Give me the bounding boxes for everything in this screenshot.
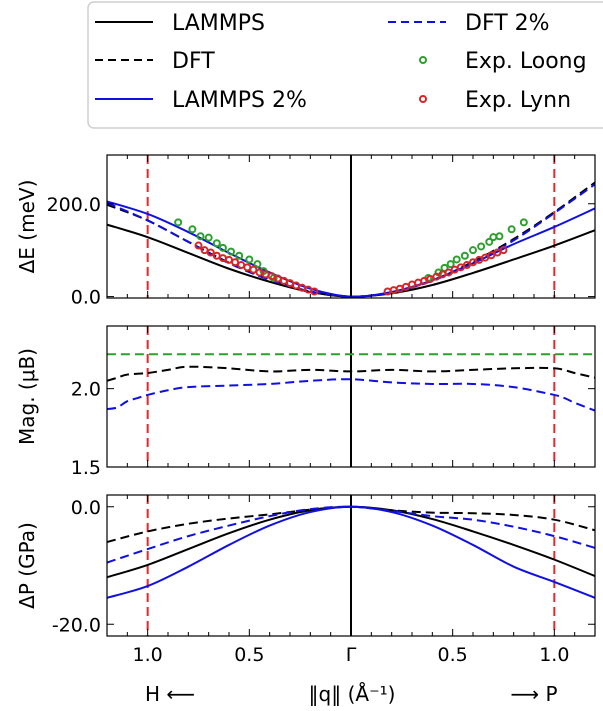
data-point [519,218,528,227]
plot-area [107,326,595,467]
x-tick-label: Γ [346,644,357,666]
data-point [243,263,252,272]
data-point [174,218,183,227]
legend-box [87,1,603,129]
y-tick-label: 0.0 [71,497,101,519]
y-tick-label: 0.0 [71,287,101,309]
series-line [107,505,595,564]
data-point [383,287,392,296]
legend-label: Exp. Loong [465,49,587,74]
data-point [279,276,288,285]
data-point [389,286,398,295]
data-point [310,287,319,296]
data-point [432,272,441,281]
data-point [235,251,244,260]
legend: LAMMPS DFT 2% DFT Exp. Loong LAMMPS 2% Exp. L… [87,1,603,129]
data-point [489,233,498,242]
x-axis-left-label: H ⟵ [145,682,195,706]
data-point [292,281,301,290]
data-point [231,258,240,267]
data-point [204,233,213,242]
data-point [456,263,465,272]
legend-marker [419,95,427,103]
data-point [462,261,471,270]
data-point [286,279,294,288]
data-point [507,225,516,234]
data-point [469,246,477,255]
data-point [414,278,423,287]
data-point [452,255,461,264]
x-axis-label: ‖q‖ (Å⁻¹) [309,682,396,706]
x-tick-label: 1.0 [133,644,163,666]
legend-label: DFT 2% [465,11,550,36]
x-axis-right-label: ⟶ P [510,682,557,706]
y-tick-label: 200.0 [47,194,101,216]
x-tick-label: 1.0 [539,644,569,666]
y-tick-label: 2.0 [71,379,101,401]
data-point [245,255,254,264]
data-point [495,232,504,241]
data-point [225,255,233,264]
series-line [107,365,595,382]
y-axis-label: Mag. (μB) [15,348,39,445]
data-point [218,243,227,252]
legend-label: LAMMPS 2% [172,88,307,113]
data-point [438,270,447,279]
y-axis-label: ΔP (GPa) [15,522,39,609]
data-point [298,283,307,292]
data-point [395,284,404,293]
data-point [196,232,205,241]
data-point [401,282,410,291]
data-point [477,242,486,251]
data-point [440,263,449,272]
panel-3: 0.0 -20.0 ΔP (GPa) [15,494,596,637]
y-axis-label: ΔE (meV) [15,180,39,274]
data-point [237,261,246,270]
data-point [188,225,197,234]
data-point [249,265,258,274]
data-point [460,251,469,260]
data-point [206,248,215,257]
legend-label: Exp. Lynn [465,88,571,113]
data-point [499,246,508,255]
panel-2: 1.5 2.0 Mag. (μB) [15,325,596,479]
series-line [107,505,595,543]
legend-marker [419,56,427,64]
data-point [408,280,416,289]
legend-label: LAMMPS [172,11,265,36]
data-point [444,268,453,277]
panel-1: 0.0 200.0 ΔE (meV) [15,154,596,309]
data-point [194,241,203,250]
data-point [200,246,209,255]
data-point [450,265,459,274]
data-point [212,251,221,260]
y-tick-label: -20.0 [52,614,101,636]
series-line [107,183,595,298]
y-tick-label: 1.5 [71,457,101,479]
data-point [485,237,494,246]
data-point [487,251,496,260]
series-line [107,505,595,599]
data-point [218,254,227,263]
data-point [273,274,282,283]
x-tick-label: 0.5 [438,644,468,666]
legend-label: DFT [172,49,215,74]
plot-area [107,495,595,636]
plot-area [107,155,595,298]
data-point [255,268,264,277]
data-point [227,247,236,256]
series-line [107,378,595,412]
data-point [446,260,455,269]
x-tick-label: 0.5 [234,644,264,666]
data-point [420,276,429,285]
data-point [304,285,313,294]
data-point [212,239,221,248]
data-point [253,260,262,269]
